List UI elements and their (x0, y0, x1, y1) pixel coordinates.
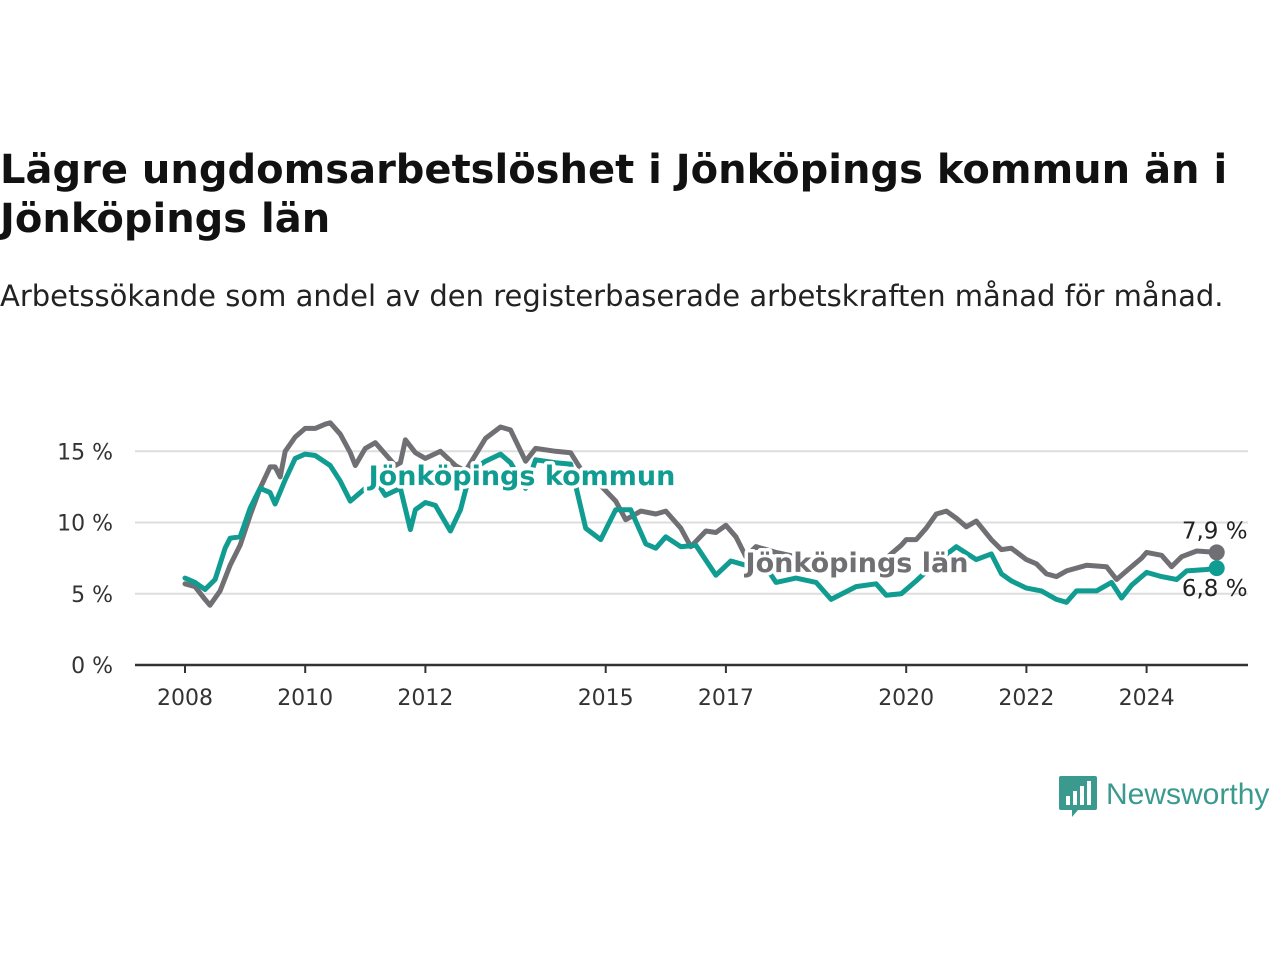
chart-title: Lägre ungdomsarbetslöshet i Jönköpings k… (0, 147, 1228, 242)
x-tick-label: 2020 (878, 686, 934, 711)
x-axis-ticks: 2008 2010 2012 2015 2017 2020 2022 2024 (135, 663, 1248, 711)
y-tick-label: 10 % (57, 512, 113, 537)
end-value-label: 7,9 % (1182, 518, 1248, 544)
x-tick-label: 2010 (277, 686, 333, 711)
gridlines (135, 450, 1248, 595)
x-tick-label: 2008 (157, 686, 213, 711)
end-value-label: 6,8 % (1182, 576, 1248, 602)
series-line (182, 451, 1220, 605)
end-point-marker (1208, 560, 1225, 577)
x-tick-label: 2017 (698, 686, 754, 711)
series-name-label: Jönköpings län (744, 548, 969, 579)
chart-subtitle: Arbetssökande som andel av den registerb… (0, 279, 1224, 313)
x-tick-label: 2024 (1119, 686, 1175, 711)
series-labels: 7,9 % 6,8 % Jönköpings län Jönköpings kommu… (363, 458, 1248, 603)
y-axis-ticks: 0 % 5 % 10 % 15 % (57, 440, 113, 679)
newsworthy-logo-icon (1059, 776, 1097, 817)
x-tick-label: 2015 (578, 686, 634, 711)
series-line (182, 420, 1220, 608)
x-tick-label: 2012 (397, 686, 453, 711)
y-tick-label: 5 % (71, 583, 113, 608)
brand-logo: Newsworthy (1058, 772, 1269, 818)
series-name-label: Jönköpings kommun (367, 461, 676, 492)
y-tick-label: 15 % (57, 440, 113, 465)
x-tick-label: 2022 (998, 686, 1054, 711)
line-chart: 0 %5 %10 %15 % 2008 2010 2012 2015 2017 2020 2… (57, 420, 1248, 711)
brand-name: Newsworthy (1106, 778, 1270, 811)
y-tick-label: 0 % (71, 654, 113, 679)
series-lines (182, 420, 1225, 608)
end-point-marker (1208, 544, 1225, 561)
